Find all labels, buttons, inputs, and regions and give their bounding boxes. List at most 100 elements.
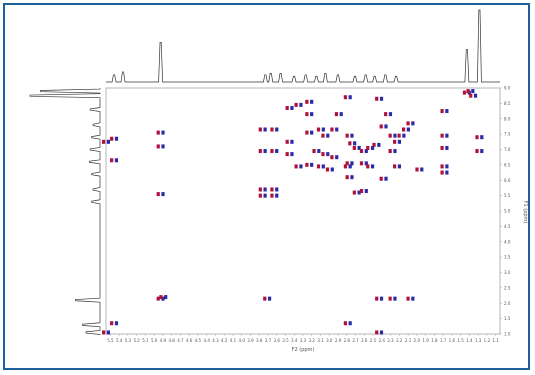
peak-lobe [275, 149, 279, 154]
cross-peak [270, 187, 279, 192]
x-tick-label: 3.7 [265, 338, 272, 343]
cross-peak [397, 133, 406, 138]
peak-lobe [335, 155, 339, 160]
x-tick-label: 5.4 [116, 338, 123, 343]
cross-peak [359, 149, 368, 154]
peak-lobe [316, 127, 321, 132]
peak-lobe [359, 189, 364, 194]
peak-lobe [364, 149, 368, 154]
cross-peak [305, 162, 314, 167]
peak-lobe [411, 296, 415, 301]
x-tick-label: 4.4 [204, 338, 211, 343]
peak-lobe [156, 144, 160, 149]
peak-lobe [440, 164, 444, 169]
projection-line [106, 9, 500, 83]
cross-peak [263, 296, 272, 301]
peak-lobe [379, 176, 383, 181]
cross-peak [258, 149, 267, 154]
peak-lobe [384, 176, 388, 181]
cross-peak [466, 89, 475, 94]
cross-peak [156, 192, 165, 197]
cross-peak [406, 121, 415, 126]
peak-lobe [440, 109, 444, 114]
peak-lobe [397, 139, 402, 144]
peak-lobe [353, 141, 357, 146]
peak-lobe [285, 152, 289, 157]
peak-lobe [258, 193, 262, 198]
peak-lobe [156, 192, 160, 197]
cross-peak [270, 149, 279, 154]
peak-lobe [388, 149, 392, 154]
peak-lobe [364, 189, 368, 194]
x-tick-label: 4.8 [168, 338, 175, 343]
f2-projection-trace [106, 9, 500, 83]
peak-lobe [270, 187, 274, 192]
cross-peak [305, 130, 314, 135]
peak-lobe [339, 112, 343, 117]
peak-lobe [375, 296, 379, 301]
x-tick-label: 2.9 [335, 338, 342, 343]
peak-lobe [310, 99, 314, 104]
x-tick-label: 5.0 [151, 338, 158, 343]
x-tick-label: 4.7 [177, 338, 184, 343]
peak-lobe [402, 133, 406, 138]
peak-lobe [348, 321, 352, 326]
x-tick-label: 3.8 [256, 338, 263, 343]
peak-lobe [393, 139, 397, 144]
cross-peak [379, 176, 388, 181]
cross-peak [388, 149, 397, 154]
peak-lobe [401, 127, 406, 132]
peak-lobe [440, 170, 444, 175]
peak-lobe [475, 135, 479, 140]
cross-peak [305, 112, 314, 117]
x-axis-label: F2 (ppm) [292, 347, 315, 353]
peak-lobe [310, 130, 314, 135]
peak-lobe [384, 124, 388, 129]
peak-lobe [343, 321, 347, 326]
peak-lobe [275, 127, 279, 132]
x-tick-label: 2.3 [387, 338, 394, 343]
y-axis-ticks: 1.0 1.5 2.0 2.5 3.0 3.5 4.0 4.5 5.0 5.5 6.0 6.5 7.0 7… [500, 86, 511, 337]
peak-lobe [345, 161, 349, 166]
cross-peak [440, 164, 449, 169]
peak-lobe [379, 96, 384, 101]
peak-lobe [357, 190, 361, 195]
x-tick-label: 5.5 [107, 338, 114, 343]
peak-lobe [258, 149, 262, 154]
peak-lobe [350, 175, 354, 180]
peak-lobe [393, 164, 397, 169]
peak-lobe [330, 127, 334, 132]
cross-peak [440, 170, 449, 175]
peak-lobe [345, 175, 349, 180]
y-tick-label: 4.0 [504, 239, 511, 244]
y-tick-label: 5.5 [504, 193, 511, 198]
x-tick-label: 5.1 [142, 338, 149, 343]
peak-lobe [317, 149, 321, 154]
y-tick-label: 1.0 [504, 332, 511, 337]
peak-lobe [258, 187, 262, 192]
cross-peak [393, 139, 402, 144]
x-tick-label: 4.0 [239, 338, 246, 343]
x-tick-label: 1.1 [492, 338, 499, 343]
peak-lobe [110, 158, 114, 163]
cross-peak [258, 127, 267, 132]
cross-peak [440, 145, 449, 150]
peak-lobe [102, 139, 106, 144]
cross-peak [475, 149, 484, 154]
x-tick-label: 2.6 [361, 338, 368, 343]
x-tick-label: 4.9 [160, 338, 167, 343]
peak-lobe [102, 330, 106, 335]
peak-lobe [343, 164, 347, 169]
cross-peak [345, 161, 354, 166]
cross-peak [475, 135, 484, 140]
cross-peak [352, 145, 361, 150]
x-tick-label: 3.6 [274, 338, 281, 343]
peak-lobe [156, 296, 160, 301]
peak-lobe [159, 295, 163, 300]
peak-lobe [480, 135, 484, 140]
peak-lobe [348, 95, 352, 100]
peak-lobe [114, 321, 119, 326]
x-axis-ticks: 5.5 5.4 5.3 5.2 5.1 5.0 4.9 4.8 4.7 4.6 4.5 4.4 4.3 4… [107, 334, 499, 343]
peak-lobe [258, 127, 262, 132]
peak-lobe [473, 93, 478, 98]
